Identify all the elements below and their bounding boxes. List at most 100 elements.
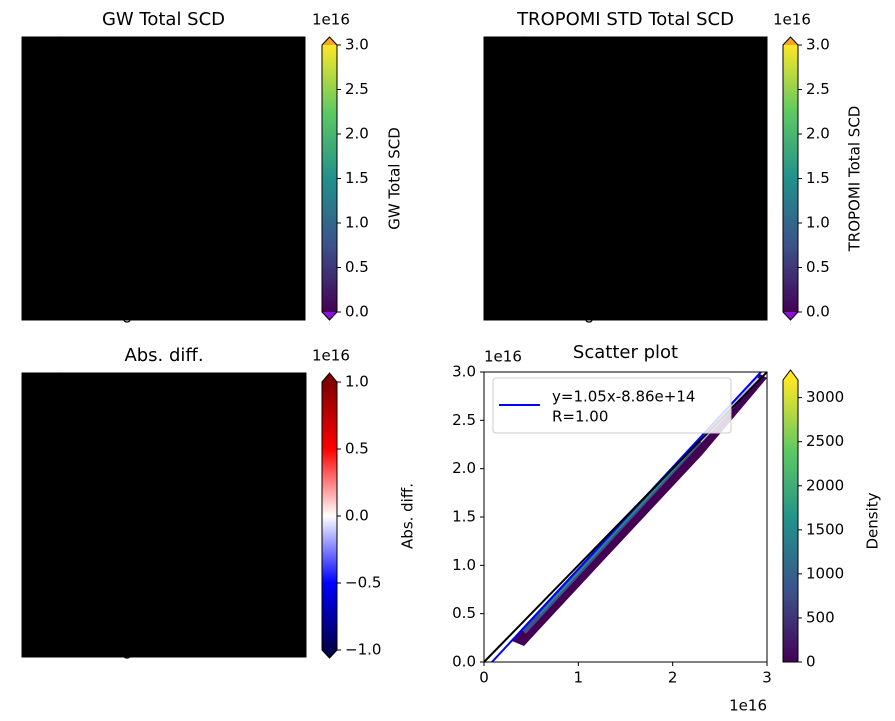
- heatmap-cell: [540, 291, 551, 302]
- heatmap-cell: [154, 439, 165, 450]
- heatmap-cell: [40, 628, 51, 639]
- heatmap-cell: [97, 159, 108, 170]
- heatmap-cell: [154, 150, 164, 161]
- heatmap-cell: [220, 420, 231, 431]
- heatmap-cell: [97, 619, 108, 630]
- heatmap-cell: [268, 609, 279, 620]
- heatmap-cell: [559, 272, 570, 283]
- heatmap-cell: [568, 216, 579, 227]
- heatmap-cell: [106, 46, 117, 57]
- heatmap-cell: [663, 65, 674, 76]
- heatmap-cell: [164, 533, 174, 544]
- heatmap-cell: [230, 619, 241, 630]
- heatmap-cell: [154, 401, 165, 412]
- heatmap-cell: [257, 93, 268, 104]
- heatmap-cell: [201, 263, 212, 274]
- heatmap-cell: [145, 410, 156, 421]
- heatmap-cell: [220, 93, 231, 104]
- heatmap-cell: [258, 619, 269, 630]
- heatmap-cell: [521, 159, 532, 170]
- heatmap-cell: [616, 301, 626, 312]
- heatmap-cell: [116, 420, 127, 431]
- heatmap-cell: [229, 74, 240, 85]
- heatmap-cell: [192, 486, 203, 497]
- heatmap-cell: [625, 140, 636, 151]
- heatmap: [22, 37, 306, 321]
- heatmap-cell: [238, 65, 249, 76]
- heatmap-cell: [126, 448, 137, 459]
- heatmap-cell: [512, 206, 523, 217]
- heatmap-cell: [493, 263, 504, 274]
- heatmap-cell: [748, 235, 759, 246]
- heatmap-cell: [653, 121, 664, 132]
- heatmap-cell: [116, 310, 127, 321]
- heatmap-cell: [258, 590, 269, 601]
- heatmap-cell: [521, 46, 532, 57]
- heatmap-cell: [296, 647, 307, 658]
- heatmap-cell: [69, 178, 80, 189]
- heatmap-cell: [88, 571, 99, 582]
- heatmap-cell: [116, 169, 127, 179]
- heatmap-cell: [229, 93, 240, 104]
- heatmap-cell: [210, 159, 221, 170]
- heatmap-cell: [40, 159, 51, 170]
- heatmap-cell: [249, 505, 260, 516]
- heatmap-cell: [78, 401, 89, 412]
- heatmap-cell: [144, 131, 155, 142]
- heatmap-cell: [220, 647, 231, 658]
- x-tick-label: 1: [574, 669, 584, 687]
- heatmap-cell: [634, 131, 645, 142]
- heatmap-cell: [248, 291, 259, 302]
- heatmap-cell: [116, 505, 127, 516]
- heatmap-cell: [125, 187, 136, 198]
- heatmap-cell: [238, 131, 249, 142]
- heatmap-cell: [268, 581, 279, 592]
- heatmap-cell: [88, 477, 99, 488]
- heatmap-cell: [672, 150, 683, 161]
- heatmap-cell: [220, 429, 231, 440]
- heatmap-cell: [493, 74, 504, 85]
- heatmap-cell: [210, 187, 221, 198]
- heatmap-cell: [182, 169, 193, 179]
- heatmap-cell: [682, 253, 693, 264]
- heatmap-cell: [512, 291, 523, 302]
- heatmap-cell: [145, 448, 156, 459]
- heatmap-cell: [484, 169, 494, 179]
- heatmap-cell: [239, 410, 250, 421]
- heatmap-cell: [144, 282, 155, 293]
- heatmap-cell: [559, 169, 570, 179]
- heatmap-cell: [154, 609, 165, 620]
- heatmap-cell: [22, 197, 32, 208]
- heatmap-cell: [257, 291, 268, 302]
- heatmap-cell: [88, 619, 99, 630]
- heatmap-cell: [230, 486, 241, 497]
- heatmap-cell: [502, 206, 513, 217]
- heatmap-cell: [239, 571, 250, 582]
- heatmap-cell: [116, 590, 127, 601]
- heatmap-cell: [135, 46, 146, 57]
- heatmap-cell: [738, 93, 749, 104]
- heatmap-cell: [182, 448, 193, 459]
- heatmap-cell: [145, 609, 156, 620]
- heatmap-cell: [144, 310, 155, 321]
- heatmap-cell: [719, 84, 730, 95]
- heatmap-cell: [691, 169, 702, 179]
- heatmap-cell: [172, 197, 183, 208]
- heatmap-cell: [568, 178, 579, 189]
- heatmap-cell: [710, 103, 721, 113]
- heatmap-cell: [248, 103, 259, 113]
- heatmap-cell: [286, 310, 297, 321]
- heatmap-cell: [201, 140, 212, 151]
- heatmap-cell: [625, 84, 636, 95]
- heatmap-cell: [757, 55, 768, 66]
- heatmap-cell: [201, 310, 212, 321]
- heatmap-cell: [286, 131, 297, 142]
- heatmap-cell: [116, 93, 127, 104]
- heatmap-cell: [125, 131, 136, 142]
- heatmap-cell: [634, 178, 645, 189]
- heatmap-cell: [191, 103, 202, 113]
- heatmap-cell: [568, 65, 579, 76]
- heatmap-cell: [484, 216, 494, 227]
- heatmap-cell: [201, 178, 212, 189]
- heatmap-cell: [568, 253, 579, 264]
